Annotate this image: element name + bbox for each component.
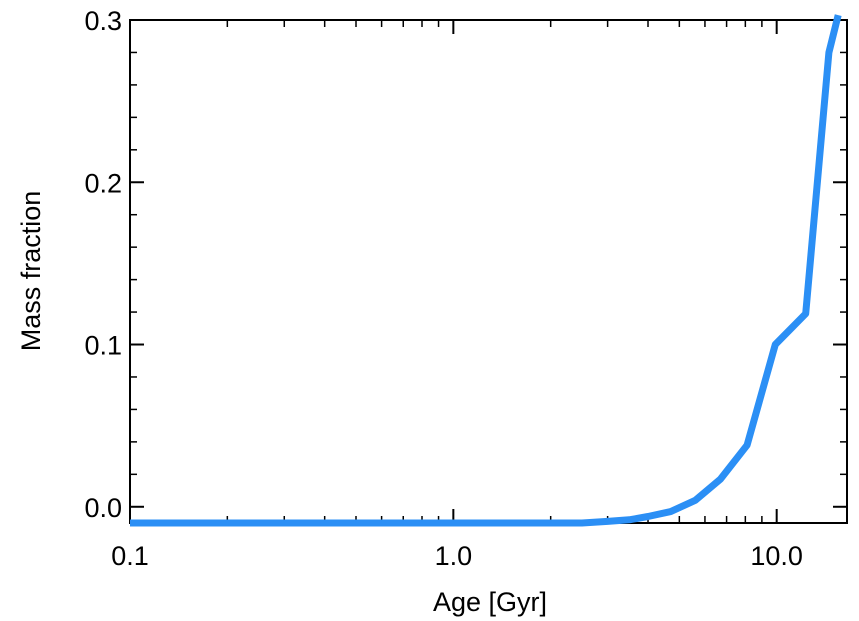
x-axis-label: Age [Gyr]: [433, 587, 547, 617]
y-tick-label: 0.1: [84, 331, 122, 361]
y-axis-label: Mass fraction: [16, 191, 46, 352]
x-tick-label: 1.0: [435, 541, 473, 571]
series-layer: [130, 14, 842, 527]
x-tick-labels: 0.1 1.0 10.0: [111, 541, 803, 571]
plot-frame: [129, 19, 848, 524]
minor-ticks: [130, 20, 847, 523]
major-ticks: [129, 19, 847, 523]
y-tick-labels: 0.0 0.1 0.2 0.3: [84, 6, 122, 523]
x-tick-label: 10.0: [750, 541, 803, 571]
y-tick-label: 0.0: [84, 493, 122, 523]
y-tick-label: 0.2: [84, 168, 122, 198]
mass-fraction-line: [130, 14, 842, 527]
x-tick-label: 0.1: [111, 541, 149, 571]
y-tick-label: 0.3: [84, 6, 122, 36]
